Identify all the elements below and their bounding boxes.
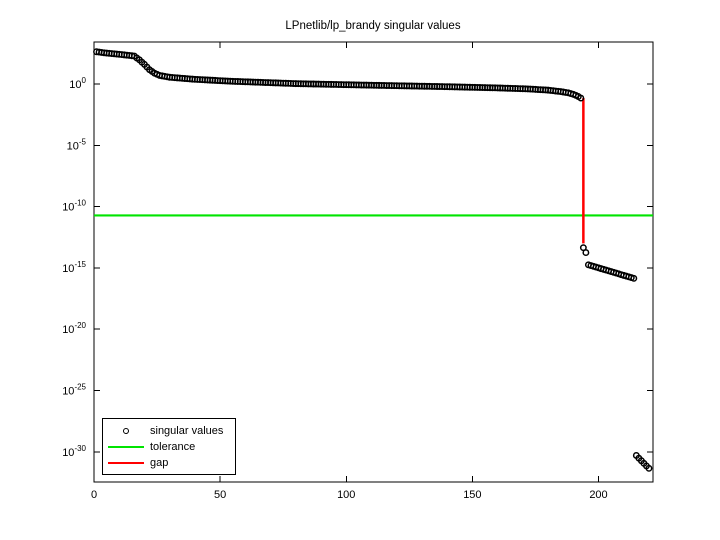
y-tick-label: 10-5 [67, 137, 87, 152]
singular-values-marker-icon [103, 428, 149, 434]
x-tick-label: 100 [337, 489, 355, 501]
legend-item-tolerance: tolerance [103, 439, 235, 455]
x-tick-label: 150 [463, 489, 481, 501]
legend-label-gap: gap [150, 457, 169, 469]
legend-item-singular-values: singular values [103, 423, 235, 439]
legend-item-gap: gap [103, 455, 235, 471]
singular-value-marker [630, 274, 638, 282]
plot-box [93, 41, 654, 483]
gap-line-icon [103, 462, 149, 464]
x-tick-label: 50 [214, 489, 226, 501]
x-tick-label: 0 [91, 489, 97, 501]
singular-value-marker [645, 464, 653, 472]
singular-value-marker [577, 94, 585, 102]
chart-title: LPnetlib/lp_brandy singular values [285, 20, 460, 32]
y-tick-label: 10-30 [62, 444, 86, 459]
singular-value-marker [582, 249, 590, 257]
y-tick-label: 10-20 [62, 321, 86, 336]
y-tick-label: 10-25 [62, 383, 86, 398]
y-tick-label: 10-10 [62, 199, 86, 214]
axes-layer: 0 50 100 150 200 100 10-5 10-10 10-15 10-20 10-25 1… [62, 41, 654, 501]
legend-label-tolerance: tolerance [150, 441, 196, 453]
legend-label-singular-values: singular values [150, 425, 224, 437]
legend-box: singular values tolerance gap [102, 418, 236, 475]
x-tick-label: 200 [589, 489, 607, 501]
y-tick-label: 100 [69, 76, 86, 91]
tolerance-line-icon [103, 446, 149, 448]
y-tick-label: 10-15 [62, 260, 86, 275]
series-layer [93, 48, 653, 472]
